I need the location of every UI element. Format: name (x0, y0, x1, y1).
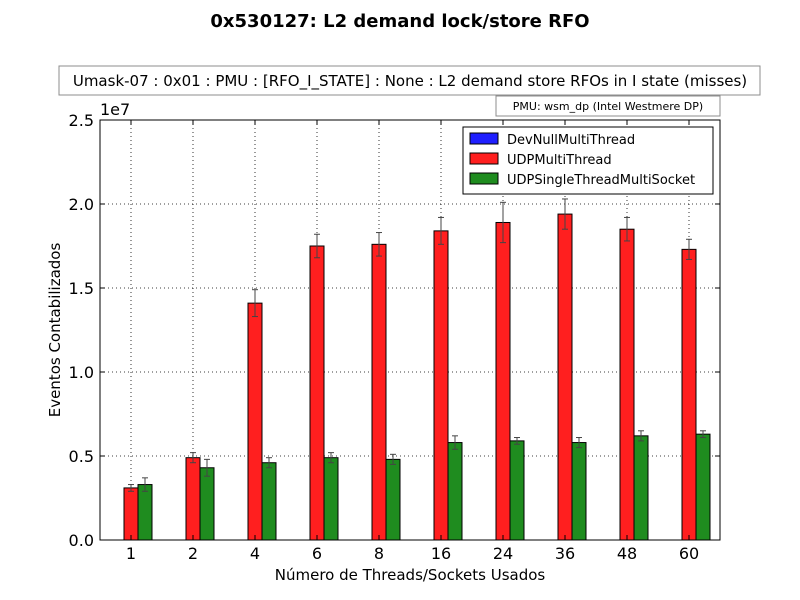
legend-label-udpsinglethreadmultisocket: UDPSingleThreadMultiSocket (507, 173, 695, 188)
bar-udpmultithread-1 (123, 487, 139, 541)
x-tick-label: 4 (250, 544, 260, 563)
bar-udpmultithread-60 (681, 248, 697, 541)
bar-udpsinglethreadmultisocket-8 (385, 458, 401, 541)
x-tick-label: 36 (555, 544, 575, 563)
grid-lines (100, 120, 720, 540)
x-tick-label: 1 (126, 544, 136, 563)
legend-label-devnullmultithread: DevNullMultiThread (507, 133, 635, 148)
x-tick-label: 60 (679, 544, 699, 563)
bar-udpsinglethreadmultisocket-60 (695, 433, 711, 541)
y-tick-label: 0.5 (69, 447, 94, 466)
bar-udpmultithread-16 (433, 230, 449, 541)
x-tick-label: 48 (617, 544, 637, 563)
legend-swatch-devnullmultithread (469, 132, 499, 145)
bar-udpsinglethreadmultisocket-1 (137, 484, 153, 541)
legend-box (462, 126, 714, 195)
bar-udpmultithread-4 (247, 302, 263, 541)
pmu-note: PMU: wsm_dp (Intel Westmere DP) (513, 100, 703, 113)
y-tick-label: 1.5 (69, 279, 94, 298)
y-tick-label: 1.0 (69, 363, 94, 382)
bar-udpsinglethreadmultisocket-4 (261, 462, 277, 541)
x-tick-label: 6 (312, 544, 322, 563)
bar-udpmultithread-48 (619, 228, 635, 541)
bar-udpsinglethreadmultisocket-36 (571, 442, 587, 541)
bar-udpmultithread-6 (309, 245, 325, 541)
bar-udpmultithread-2 (185, 457, 201, 541)
y-tick-label: 2.0 (69, 195, 94, 214)
plot-area-frame (99, 119, 721, 541)
y-scale-label: 1e7 (100, 100, 130, 119)
bar-udpsinglethreadmultisocket-16 (447, 442, 463, 541)
x-tick-label: 8 (374, 544, 384, 563)
legend-swatch-udpsinglethreadmultisocket (469, 172, 499, 185)
y-tick-label: 2.5 (69, 111, 94, 130)
bar-udpsinglethreadmultisocket-2 (199, 467, 215, 541)
bar-udpsinglethreadmultisocket-6 (323, 457, 339, 541)
x-tick-label: 2 (188, 544, 198, 563)
y-axis-ticks: 0.0 0.5 1.0 1.5 2.0 2.5 (69, 111, 720, 550)
bar-udpmultithread-24 (495, 221, 511, 541)
x-tick-label: 16 (431, 544, 451, 563)
x-tick-label: 24 (493, 544, 513, 563)
bar-udpmultithread-8 (371, 243, 387, 541)
legend-swatch-udpmultithread (469, 152, 499, 165)
error-bars-group (128, 198, 706, 492)
y-axis-label: Eventos Contabilizados (46, 243, 64, 418)
x-axis-ticks: 1 2 4 6 8 16 24 36 48 60 (126, 120, 699, 563)
bar-udpmultithread-36 (557, 213, 573, 541)
legend: DevNullMultiThread UDPMultiThread UDPSingl… (462, 126, 714, 195)
chart-title: 0x530127: L2 demand lock/store RFO (210, 11, 589, 32)
x-axis-label: Número de Threads/Sockets Usados (275, 566, 546, 584)
legend-label-udpmultithread: UDPMultiThread (507, 153, 612, 168)
chart-subtitle: Umask-07 : 0x01 : PMU : [RFO_I_STATE] : … (73, 72, 747, 91)
subtitle-box (58, 65, 761, 96)
bars-group (123, 213, 711, 541)
pmu-note-box (495, 95, 721, 117)
bar-udpsinglethreadmultisocket-24 (509, 440, 525, 541)
y-tick-label: 0.0 (69, 531, 94, 550)
bar-udpsinglethreadmultisocket-48 (633, 435, 649, 541)
